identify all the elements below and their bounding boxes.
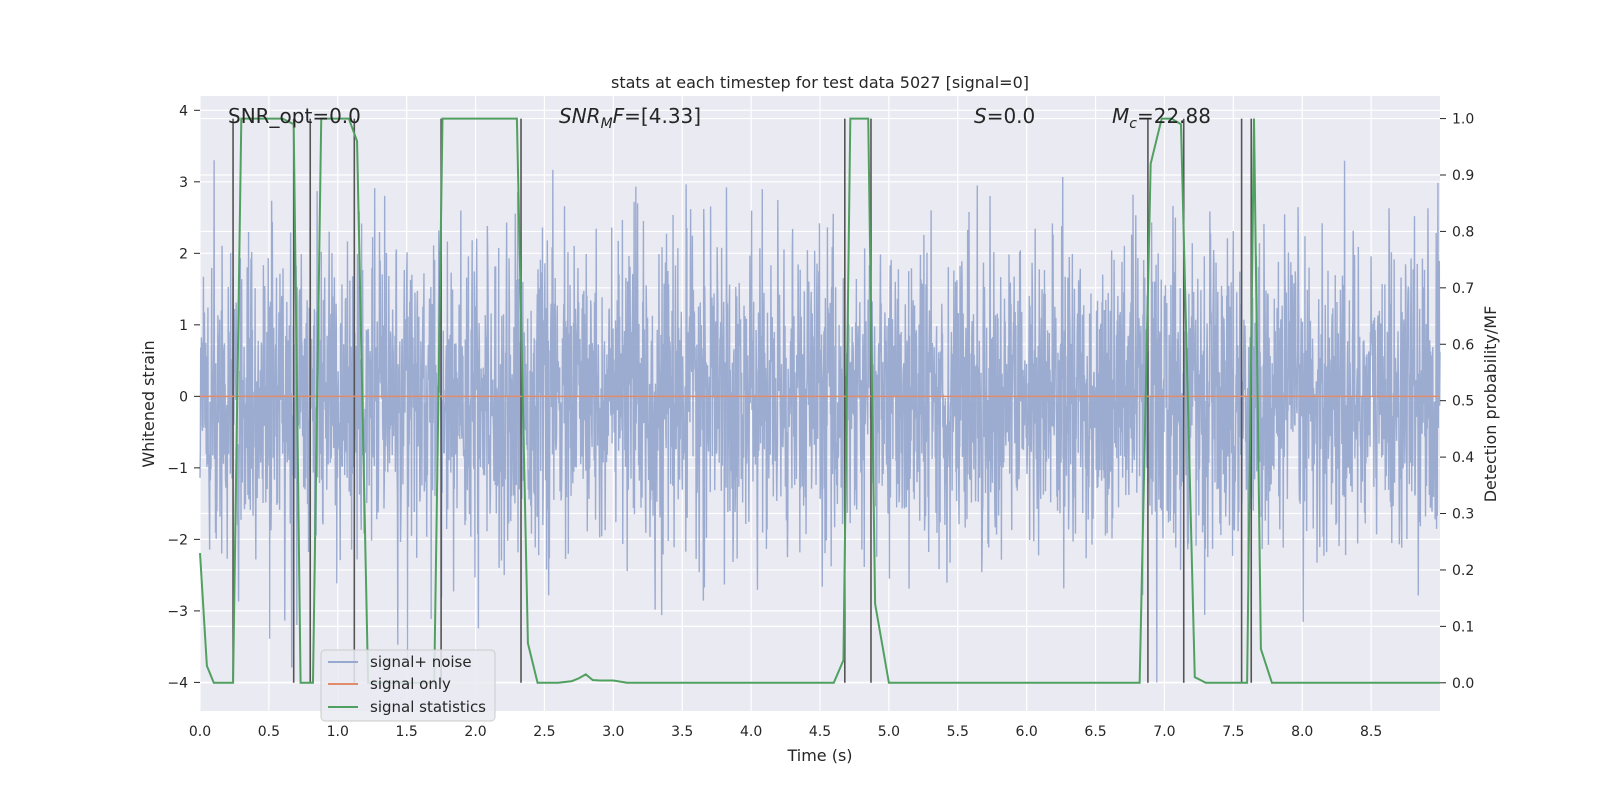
y2-tick-label: 0.1 — [1452, 619, 1474, 635]
y-tick-label: 1 — [179, 318, 188, 334]
y-ticks: 4 3 2 1 0 −1 −2 −3 −4 — [167, 103, 200, 691]
x-axis-label: Time (s) — [786, 746, 852, 765]
noise-line — [199, 160, 1441, 683]
snr-mf-sub: M — [601, 116, 613, 132]
y-tick-label: 2 — [179, 246, 188, 262]
snr-mf-rest: F — [613, 104, 625, 128]
y2-tick-label: 0.3 — [1452, 507, 1474, 523]
y2-tick-label: 0.4 — [1452, 450, 1474, 466]
annotation-mc: Mc=22.88 — [1112, 104, 1211, 132]
y2-tick-label: 0.6 — [1452, 337, 1474, 353]
x-tick-label: 2.5 — [533, 724, 555, 740]
x-tick-label: 1.0 — [327, 724, 349, 740]
legend-label-stats: signal statistics — [370, 698, 486, 716]
s-value: =0.0 — [987, 104, 1036, 128]
x-tick-label: 6.0 — [1016, 724, 1038, 740]
y-tick-label: −2 — [167, 532, 188, 548]
y-tick-label: 4 — [179, 103, 188, 119]
y-tick-label: 0 — [179, 389, 188, 405]
y2-tick-label: 0.0 — [1452, 676, 1474, 692]
chart-title: stats at each timestep for test data 502… — [611, 73, 1029, 92]
x-tick-label: 7.5 — [1222, 724, 1244, 740]
annotation-snr-mf: SNRMF=[4.33] — [559, 104, 701, 132]
mc-value: =22.88 — [1137, 104, 1211, 128]
stats-line — [199, 117, 1440, 684]
snr-mf-base: SNR — [559, 104, 601, 128]
noise-series — [199, 160, 1441, 683]
s-symbol: S — [974, 104, 987, 128]
mc-base: M — [1112, 104, 1129, 128]
annotation-s: S=0.0 — [974, 104, 1035, 128]
y2-tick-label: 0.5 — [1452, 394, 1474, 410]
x-tick-label: 3.5 — [671, 724, 693, 740]
x-tick-label: 8.5 — [1360, 724, 1382, 740]
legend-box — [320, 649, 496, 722]
y2-tick-label: 0.2 — [1452, 563, 1474, 579]
y-axis-label: Whitened strain — [139, 340, 158, 467]
annotation-snr-opt: SNR_opt=0.0 — [228, 104, 361, 128]
x-tick-label: 5.5 — [947, 724, 969, 740]
x-tick-label: 1.5 — [396, 724, 418, 740]
mc-sub: c — [1129, 116, 1137, 132]
x-tick-label: 0.5 — [258, 724, 280, 740]
x-tick-label: 3.0 — [602, 724, 624, 740]
y2-tick-label: 0.8 — [1452, 224, 1474, 240]
y-tick-label: 3 — [179, 175, 188, 191]
legend: signal+ noise signal only signal statist… — [320, 649, 496, 722]
y-tick-label: −4 — [167, 675, 188, 691]
y2-tick-label: 1.0 — [1452, 112, 1474, 128]
x-tick-label: 4.0 — [740, 724, 762, 740]
y2-tick-label: 0.9 — [1452, 168, 1474, 184]
x-tick-label: 6.5 — [1084, 724, 1106, 740]
legend-label-signal: signal only — [370, 675, 451, 693]
x-tick-label: 7.0 — [1153, 724, 1175, 740]
legend-label-noise: signal+ noise — [370, 653, 472, 671]
x-tick-label: 2.0 — [464, 724, 486, 740]
y2-tick-label: 0.7 — [1452, 281, 1474, 297]
y-tick-label: −1 — [167, 461, 188, 477]
y-tick-label: −3 — [167, 604, 188, 620]
snr-mf-value: =[4.33] — [624, 104, 701, 128]
y2-axis-label: Detection probability/MF — [1481, 306, 1500, 503]
x-tick-label: 0.0 — [189, 724, 211, 740]
x-tick-label: 8.0 — [1291, 724, 1313, 740]
x-tick-label: 5.0 — [878, 724, 900, 740]
stats-series — [199, 117, 1440, 684]
x-ticks: 0.0 0.5 1.0 1.5 2.0 2.5 3.0 3.5 4.0 4.5 5.0 5.5 6.0 6… — [189, 724, 1382, 740]
y2-ticks: 1.0 0.9 0.8 0.7 0.6 0.5 0.4 0.3 0.2 0.1 0.0 — [1440, 112, 1474, 692]
x-tick-label: 4.5 — [809, 724, 831, 740]
